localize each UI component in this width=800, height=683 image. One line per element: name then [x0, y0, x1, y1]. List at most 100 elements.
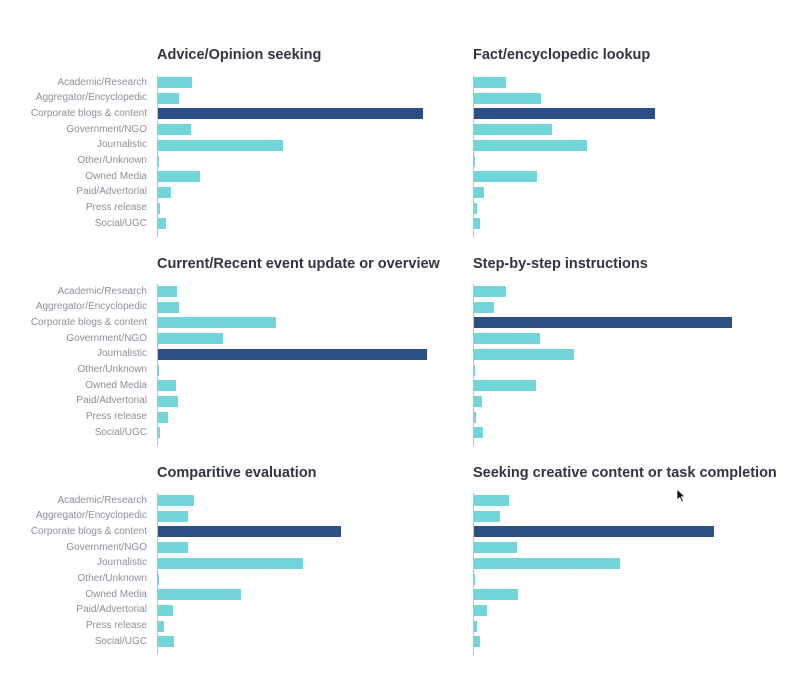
category-label: Journalistic	[96, 557, 147, 569]
bar	[158, 77, 192, 88]
y-axis-line	[473, 493, 474, 655]
chart-title: Advice/Opinion seeking	[157, 47, 322, 63]
bar	[474, 557, 620, 569]
bar	[158, 395, 178, 407]
category-label: Paid/Advertorial	[76, 604, 147, 616]
category-label: Academic/Research	[57, 285, 147, 297]
bar	[158, 186, 171, 198]
chart-title: Fact/encyclopedic lookup	[473, 47, 651, 63]
bar	[474, 286, 506, 297]
chart-title: Comparitive evaluation	[157, 465, 317, 481]
category-label: Government/NGO	[66, 332, 147, 344]
y-axis-line	[473, 75, 474, 237]
bar	[474, 108, 655, 120]
category-label: Journalistic	[96, 139, 147, 151]
category-label: Other/Unknown	[77, 364, 147, 375]
bar	[474, 333, 540, 345]
bar	[474, 301, 494, 313]
bar	[474, 77, 506, 88]
bar	[158, 171, 200, 183]
bar	[158, 92, 179, 104]
bar	[158, 317, 276, 329]
chart-panel: Current/Recent event update or overview A…	[31, 256, 487, 456]
bar	[158, 542, 188, 554]
bar	[474, 620, 477, 632]
bar	[474, 186, 484, 198]
category-label: Journalistic	[96, 348, 147, 360]
bar	[158, 218, 166, 230]
category-label: Aggregator/Encyclopedic	[35, 301, 147, 313]
bar	[474, 395, 482, 407]
category-label: Owned Media	[85, 379, 147, 391]
mouse-pointer-icon	[676, 488, 686, 503]
bar	[158, 495, 194, 506]
bar	[158, 139, 283, 151]
bar	[158, 124, 191, 136]
bar	[158, 526, 341, 538]
category-label: Other/Unknown	[77, 155, 147, 166]
category-label: Corporate blogs & content	[30, 525, 147, 537]
bar	[158, 333, 223, 345]
category-label: Press release	[85, 411, 147, 423]
category-label: Paid/Advertorial	[76, 395, 147, 407]
y-axis-line	[157, 75, 158, 237]
bar	[474, 124, 552, 136]
category-label: Press release	[85, 620, 147, 632]
category-label: Academic/Research	[57, 76, 147, 88]
bar	[158, 589, 241, 601]
chart-panel: Advice/Opinion seeking Academic/Research A…	[31, 47, 487, 247]
bar	[474, 411, 476, 423]
category-label: Owned Media	[85, 588, 147, 600]
bar	[158, 510, 188, 522]
category-label: Corporate blogs & content	[30, 316, 147, 328]
bar	[474, 92, 541, 104]
chart-title: Seeking creative content or task complet…	[473, 465, 777, 481]
chart-panel: Comparitive evaluation Academic/Research A…	[31, 465, 487, 665]
y-axis-line	[157, 493, 158, 655]
bar	[474, 364, 475, 376]
bar	[158, 636, 174, 648]
chart-title: Step-by-step instructions	[473, 256, 648, 272]
category-label: Academic/Research	[57, 494, 147, 506]
category-label: Social/UGC	[94, 635, 147, 647]
bar	[474, 542, 517, 554]
bar	[158, 301, 179, 313]
bar	[158, 155, 159, 167]
category-label: Social/UGC	[94, 426, 147, 438]
bar	[158, 364, 159, 376]
category-label: Corporate blogs & content	[30, 107, 147, 119]
bar	[158, 108, 423, 120]
y-axis-line	[473, 284, 474, 446]
bar	[158, 427, 160, 439]
category-label: Government/NGO	[66, 123, 147, 135]
bar	[474, 636, 480, 648]
category-label: Other/Unknown	[77, 573, 147, 584]
bar	[474, 139, 587, 151]
chart-panel: Fact/encyclopedic lookup	[473, 47, 800, 247]
bar	[474, 202, 477, 214]
bar	[158, 348, 427, 360]
bar	[474, 589, 518, 601]
category-label: Aggregator/Encyclopedic	[35, 92, 147, 104]
category-label: Paid/Advertorial	[76, 186, 147, 198]
bar	[474, 380, 536, 392]
bar	[474, 348, 574, 360]
category-label: Owned Media	[85, 170, 147, 182]
bar	[474, 510, 500, 522]
bar	[158, 411, 168, 423]
bar	[158, 557, 303, 569]
bar	[158, 380, 176, 392]
y-axis-line	[157, 284, 158, 446]
bar	[474, 218, 480, 230]
bar	[474, 155, 475, 167]
bar	[158, 620, 164, 632]
chart-panel: Seeking creative content or task complet…	[473, 465, 800, 665]
category-label: Press release	[85, 202, 147, 214]
bar	[474, 526, 714, 538]
bar	[474, 317, 732, 329]
category-label: Social/UGC	[94, 217, 147, 229]
bar	[474, 573, 475, 585]
chart-title: Current/Recent event update or overview	[157, 256, 440, 272]
bar	[158, 604, 173, 616]
bar	[158, 573, 159, 585]
